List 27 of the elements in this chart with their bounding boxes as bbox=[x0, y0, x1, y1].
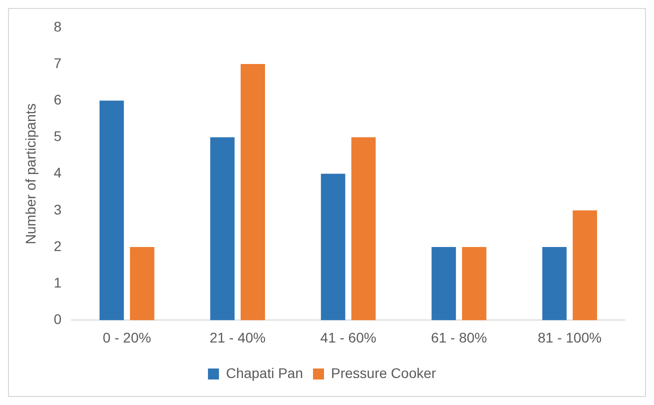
y-tick-label: 5 bbox=[54, 128, 62, 144]
bar bbox=[240, 64, 266, 320]
bar bbox=[542, 247, 567, 320]
x-tick-label: 0 - 20% bbox=[102, 329, 152, 346]
x-tick-label: 81 - 100% bbox=[538, 329, 602, 346]
bar bbox=[572, 210, 598, 320]
y-tick-label: 8 bbox=[54, 18, 62, 34]
y-tick-label: 6 bbox=[54, 91, 62, 108]
y-tick-label: 0 bbox=[54, 311, 62, 328]
legend-label: Chapati Pan bbox=[226, 364, 304, 381]
bar bbox=[320, 174, 346, 320]
y-tick-label: 7 bbox=[54, 54, 62, 71]
y-tick-label: 2 bbox=[54, 238, 62, 254]
bar bbox=[462, 247, 486, 320]
y-tick-label: 1 bbox=[54, 274, 62, 290]
bar bbox=[210, 137, 235, 320]
legend-label: Pressure Cooker bbox=[331, 364, 436, 381]
x-tick-label: 41 - 60% bbox=[320, 329, 376, 346]
y-axis-title: Number of participants bbox=[22, 103, 38, 244]
bar bbox=[100, 100, 124, 320]
x-tick-label: 61 - 80% bbox=[430, 329, 487, 346]
y-tick-label: 4 bbox=[54, 164, 62, 181]
x-tick-label: 21 - 40% bbox=[210, 329, 266, 346]
bar bbox=[432, 247, 456, 320]
bar bbox=[130, 247, 154, 320]
y-tick-label: 3 bbox=[54, 201, 62, 218]
bar bbox=[351, 137, 376, 320]
